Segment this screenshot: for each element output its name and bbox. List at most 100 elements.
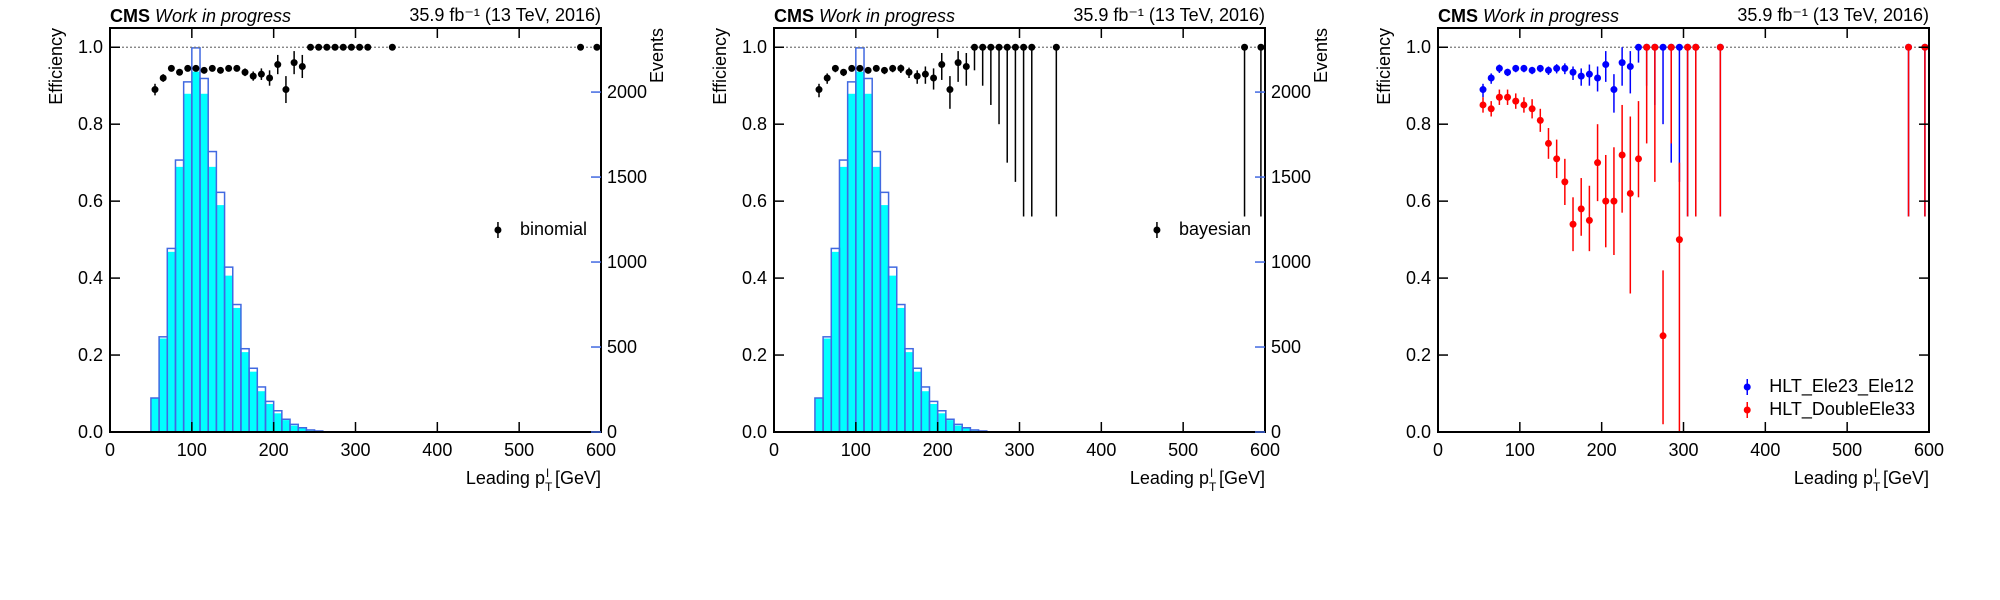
x-tick-label: 100: [841, 440, 871, 460]
marker: [823, 74, 831, 82]
marker: [331, 43, 339, 51]
marker: [840, 68, 848, 76]
marker: [1512, 64, 1520, 72]
histogram-bar: [847, 93, 856, 432]
marker: [1602, 197, 1610, 205]
histogram-bar: [208, 166, 217, 432]
x-tick-label: 500: [1168, 440, 1198, 460]
marker: [1052, 43, 1060, 51]
x-label-unit: [GeV]: [1883, 468, 1929, 488]
histogram-bar: [814, 398, 824, 432]
axes-frame: [1437, 27, 1930, 433]
marker: [1020, 43, 1028, 51]
x-tick-label: 200: [259, 440, 289, 460]
x-tick-label: 300: [1004, 440, 1034, 460]
y2-axis-label: Events: [1311, 28, 1331, 83]
marker: [848, 64, 856, 72]
marker: [167, 64, 175, 72]
marker: [1495, 64, 1503, 72]
marker: [1553, 64, 1561, 72]
y2-tick-label: 1500: [1271, 167, 1311, 187]
marker: [1512, 97, 1520, 105]
legend-label: binomial: [520, 219, 587, 239]
y-tick-label: 0.6: [1406, 191, 1431, 211]
marker: [1487, 74, 1495, 82]
histogram-bar: [929, 403, 938, 432]
histogram-bar: [183, 93, 192, 432]
marker: [1569, 220, 1577, 228]
marker: [1561, 178, 1569, 186]
marker: [1610, 197, 1618, 205]
marker: [1553, 155, 1561, 163]
marker: [266, 74, 274, 82]
marker: [1504, 93, 1512, 101]
y2-tick-label: 0: [1271, 422, 1281, 442]
histogram-bar: [281, 420, 291, 432]
marker: [897, 64, 905, 72]
marker: [1577, 205, 1585, 213]
y-axis-label: Efficiency: [710, 28, 730, 105]
marker: [1257, 43, 1265, 51]
x-tick-label: 300: [340, 440, 370, 460]
marker: [889, 64, 897, 72]
x-tick-label: 100: [177, 440, 207, 460]
marker: [1520, 101, 1528, 109]
histogram-bar: [872, 166, 881, 432]
marker: [241, 68, 249, 76]
x-tick-label: 500: [504, 440, 534, 460]
y-tick-label: 0.0: [78, 422, 103, 442]
histogram-bar: [232, 307, 241, 432]
marker: [200, 66, 208, 74]
marker: [1003, 43, 1011, 51]
x-tick-label: 500: [1832, 440, 1862, 460]
marker: [1610, 86, 1618, 94]
x-tick-label: 200: [923, 440, 953, 460]
lumi-label: 35.9 fb⁻¹ (13 TeV, 2016): [409, 5, 601, 25]
x-tick-label: 200: [1587, 440, 1617, 460]
experiment-label: CMS: [110, 6, 150, 26]
marker: [274, 61, 282, 69]
y-tick-label: 0.0: [742, 422, 767, 442]
marker: [831, 64, 839, 72]
histogram-bar: [864, 93, 873, 432]
marker: [1479, 101, 1487, 109]
histogram-bar: [913, 371, 922, 432]
marker: [306, 43, 314, 51]
x-axis-label: Leading pTl [GeV]: [1794, 466, 1929, 494]
marker: [347, 43, 355, 51]
x-tick-label: 0: [1433, 440, 1443, 460]
status-label: Work in progress: [155, 6, 291, 26]
marker: [1585, 216, 1593, 224]
marker: [577, 43, 585, 51]
marker: [184, 64, 192, 72]
legend-label: bayesian: [1179, 219, 1251, 239]
x-tick-label: 600: [1250, 440, 1280, 460]
y2-tick-label: 500: [607, 337, 637, 357]
marker: [946, 86, 954, 94]
histogram-bar: [904, 352, 914, 432]
y2-tick-label: 2000: [607, 82, 647, 102]
y-tick-label: 0.8: [742, 114, 767, 134]
marker: [856, 64, 864, 72]
marker: [1011, 43, 1019, 51]
marker: [1667, 43, 1675, 51]
y2-tick-label: 1500: [607, 167, 647, 187]
x-label-sub: T: [1209, 480, 1217, 494]
marker: [913, 72, 921, 80]
marker: [1569, 68, 1577, 76]
marker: [1675, 236, 1683, 244]
marker: [1684, 43, 1692, 51]
marker: [1536, 116, 1544, 124]
histogram-bar: [290, 425, 299, 432]
histogram-bar: [888, 275, 897, 432]
marker: [1528, 105, 1536, 113]
marker: [995, 43, 1003, 51]
marker: [1520, 64, 1528, 72]
marker: [1618, 151, 1626, 159]
marker: [1626, 189, 1634, 197]
marker: [872, 64, 880, 72]
y2-tick-label: 1000: [1271, 252, 1311, 272]
marker: [249, 72, 257, 80]
marker: [233, 64, 241, 72]
